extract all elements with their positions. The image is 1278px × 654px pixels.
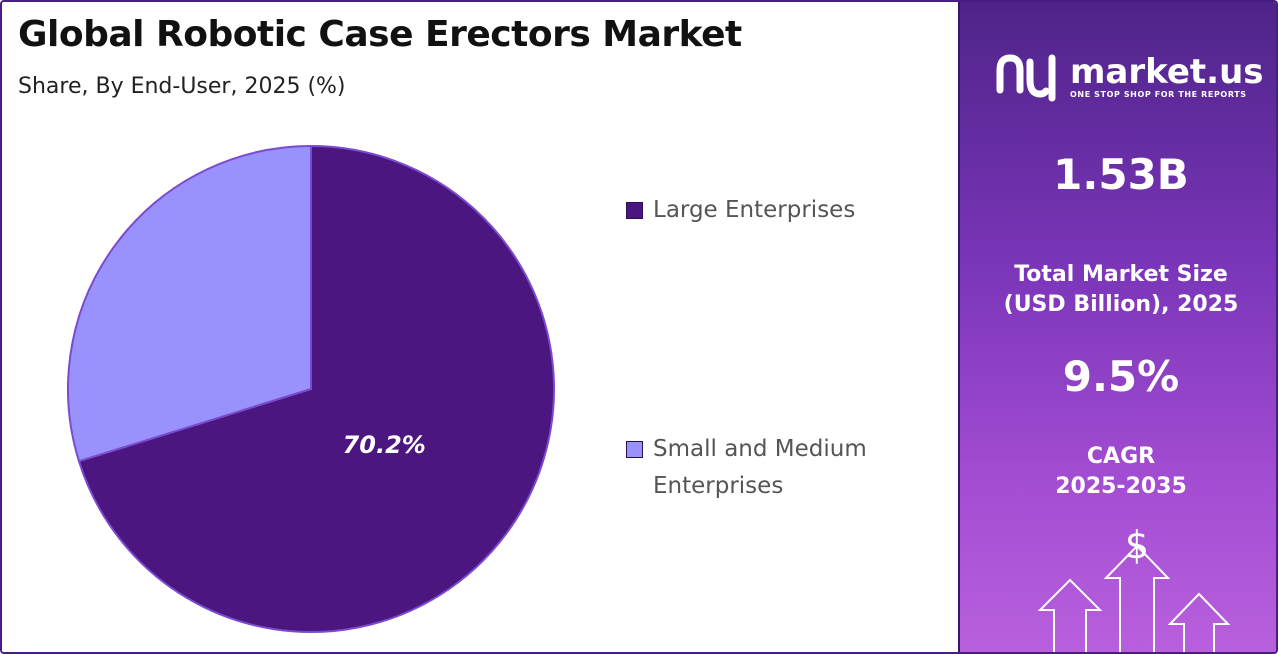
- chart-title: Global Robotic Case Erectors Market: [18, 14, 742, 55]
- legend-label-small-medium-enterprises: Small and Medium Enterprises: [653, 436, 867, 499]
- legend-swatch-large-enterprises: [626, 202, 643, 219]
- stats-sidebar: market.us ONE STOP SHOP FOR THE REPORTS …: [958, 2, 1276, 652]
- market-us-logo-icon: [996, 54, 1056, 102]
- logo-name: market.us: [1070, 51, 1264, 92]
- growth-arrows-icon: $: [1037, 523, 1230, 652]
- legend-item-small-medium-enterprises: Small and Medium Enterprises: [626, 431, 923, 505]
- cagr-value: 9.5%: [1062, 352, 1180, 401]
- cagr-label-line1: CAGR: [1086, 444, 1156, 469]
- market-size-label-line2: (USD Billion), 2025: [1003, 292, 1239, 317]
- data-label-large-enterprises: 70.2%: [343, 431, 426, 459]
- market-size-label-line1: Total Market Size: [1014, 262, 1228, 287]
- market-us-logo: market.us ONE STOP SHOP FOR THE REPORTS: [996, 50, 1264, 102]
- pie-slice-small-and-medium-enterprises: [67, 144, 312, 463]
- pie-slice-large-enterprises: [77, 144, 555, 633]
- legend-swatch-small-medium-enterprises: [626, 441, 643, 458]
- legend-label-large-enterprises: Large Enterprises: [653, 197, 856, 223]
- pie-chart: 70.2%: [67, 144, 555, 633]
- chart-subtitle: Share, By End-User, 2025 (%): [18, 74, 346, 99]
- legend-item-large-enterprises: Large Enterprises: [626, 192, 923, 229]
- cagr-label-line2: 2025-2035: [1055, 474, 1187, 499]
- market-size-value: 1.53B: [1053, 150, 1189, 199]
- logo-tagline: ONE STOP SHOP FOR THE REPORTS: [1070, 89, 1247, 99]
- chart-panel: Global Robotic Case Erectors Market Shar…: [2, 2, 958, 652]
